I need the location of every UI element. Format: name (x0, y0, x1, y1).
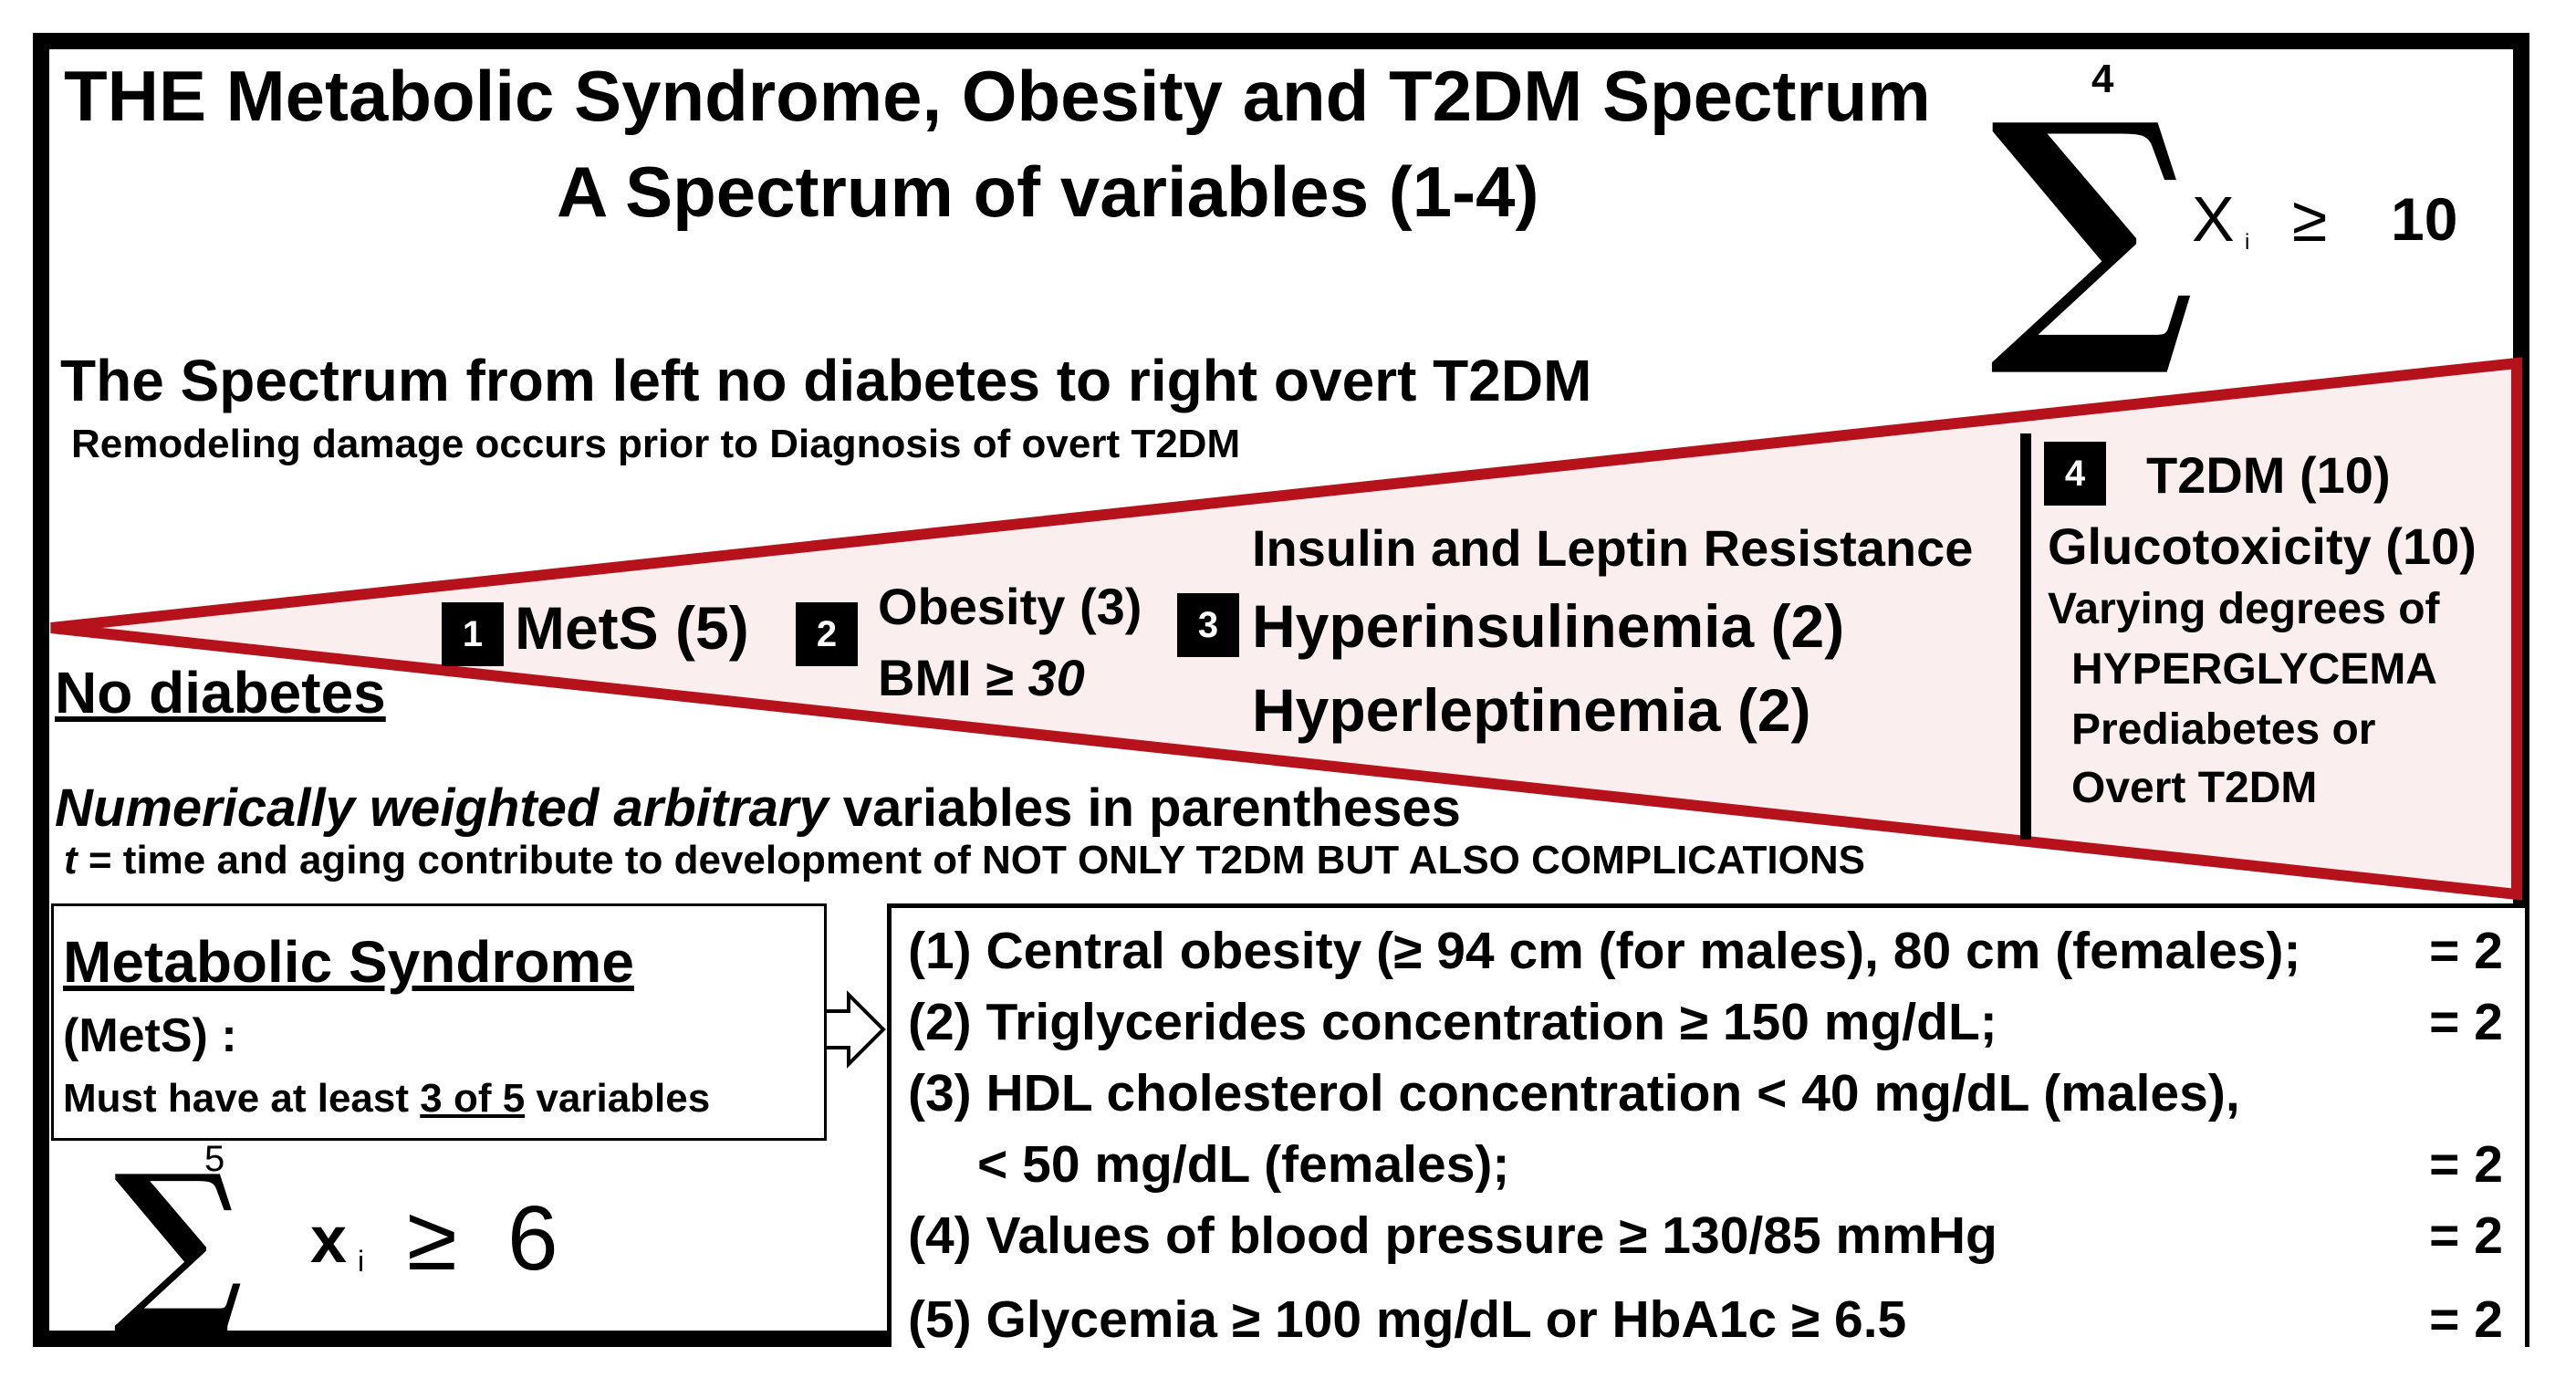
top-sum-term: X (2192, 183, 2235, 256)
spectrum-note: Remodeling damage occurs prior to Diagno… (71, 422, 1240, 467)
criterion-text: (2) Triglycerides concentration ≥ 150 mg… (908, 992, 1997, 1052)
criterion-weight: = 2 (2429, 921, 2503, 981)
top-sum-relation: ≥ (2292, 183, 2327, 256)
stage-3-line2: Hyperleptinemia (2) (1252, 675, 1811, 745)
mets-rule-prefix: Must have at least (63, 1076, 420, 1121)
stage-4-line5: Overt T2DM (2071, 763, 2317, 813)
mets-rule-highlight: 3 of 5 (420, 1076, 525, 1121)
criteria-box: (1) Central obesity (≥ 94 cm (for males)… (887, 903, 2529, 1347)
criterion-text: < 50 mg/dL (females); (977, 1134, 1509, 1195)
stage-4-label: T2DM (10) (2146, 445, 2391, 505)
time-note-rest: = time and aging contribute to developme… (78, 838, 1865, 882)
criterion-text: (3) HDL cholesterol concentration < 40 m… (908, 1063, 2240, 1123)
page-subtitle: A Spectrum of variables (1-4) (557, 151, 1538, 234)
page-title: THE Metabolic Syndrome, Obesity and T2DM… (64, 55, 1931, 138)
mets-rule-suffix: variables (525, 1076, 710, 1121)
criterion-weight: = 2 (2429, 992, 2503, 1052)
mets-abbr: (MetS) : (63, 1008, 237, 1063)
criterion-text: (5) Glycemia ≥ 100 mg/dL or HbA1c ≥ 6.5 (908, 1289, 1906, 1350)
stage-1-label: MetS (5) (515, 593, 749, 663)
time-note-italic: t (64, 838, 78, 882)
time-note: t = time and aging contribute to develop… (64, 838, 1865, 883)
stage-2-bmi-value: 30 (1028, 649, 1085, 706)
bottom-sum-lower: i = 1 (172, 1305, 235, 1343)
criterion-weight: = 2 (2429, 1206, 2503, 1266)
bottom-sum-threshold: 6 (507, 1186, 558, 1291)
criterion-weight: = 2 (2429, 1289, 2503, 1350)
stage-2-badge: 2 (796, 602, 858, 666)
weighting-note: Numerically weighted arbitrary variables… (55, 778, 1461, 839)
stage-2-bmi-prefix: BMI ≥ (878, 649, 1028, 706)
criterion-weight: = 2 (2429, 1134, 2503, 1195)
criterion-text: (4) Values of blood pressure ≥ 130/85 mm… (908, 1206, 1997, 1266)
mets-title: Metabolic Syndrome (63, 928, 634, 996)
top-sum-subscript: i (2245, 230, 2249, 256)
mets-definition-box: Metabolic Syndrome (MetS) : Must have at… (51, 903, 827, 1141)
bottom-sum-term: x (310, 1203, 347, 1278)
bottom-sum-relation: ≥ (407, 1186, 457, 1291)
weighting-note-italic: Numerically weighted arbitrary (55, 778, 829, 838)
no-diabetes-label: No diabetes (55, 659, 386, 726)
mets-rule: Must have at least 3 of 5 variables (63, 1076, 710, 1122)
top-sum-threshold: 10 (2391, 184, 2457, 254)
stage-3-line1: Hyperinsulinemia (2) (1252, 591, 1844, 661)
stage-2-bmi: BMI ≥ 30 (878, 648, 1085, 707)
sigma-icon: ∑ (113, 1152, 244, 1325)
stage-1-badge: 1 (442, 602, 504, 666)
bottom-sum-subscript: i (358, 1245, 364, 1279)
stage-4-line4: Prediabetes or (2071, 705, 2375, 755)
stage-3-heading: Insulin and Leptin Resistance (1252, 518, 1973, 578)
weighting-note-rest: variables in parentheses (829, 778, 1461, 838)
stage-3-badge: 3 (1177, 593, 1239, 657)
stage-4-line3: HYPERGLYCEMA (2071, 644, 2437, 694)
sigma-icon: ∑ (1989, 87, 2195, 360)
spectrum-heading: The Spectrum from left no diabetes to ri… (60, 347, 1591, 414)
criterion-text: (1) Central obesity (≥ 94 cm (for males)… (908, 921, 2300, 981)
stage-2-label: Obesity (3) (878, 577, 1142, 636)
top-sum-lower: i = 1 (2077, 330, 2149, 371)
stage-4-badge: 4 (2044, 442, 2106, 506)
stage-4-line1: Glucotoxicity (10) (2048, 517, 2477, 576)
stage-4-line2: Varying degrees of (2048, 584, 2440, 634)
